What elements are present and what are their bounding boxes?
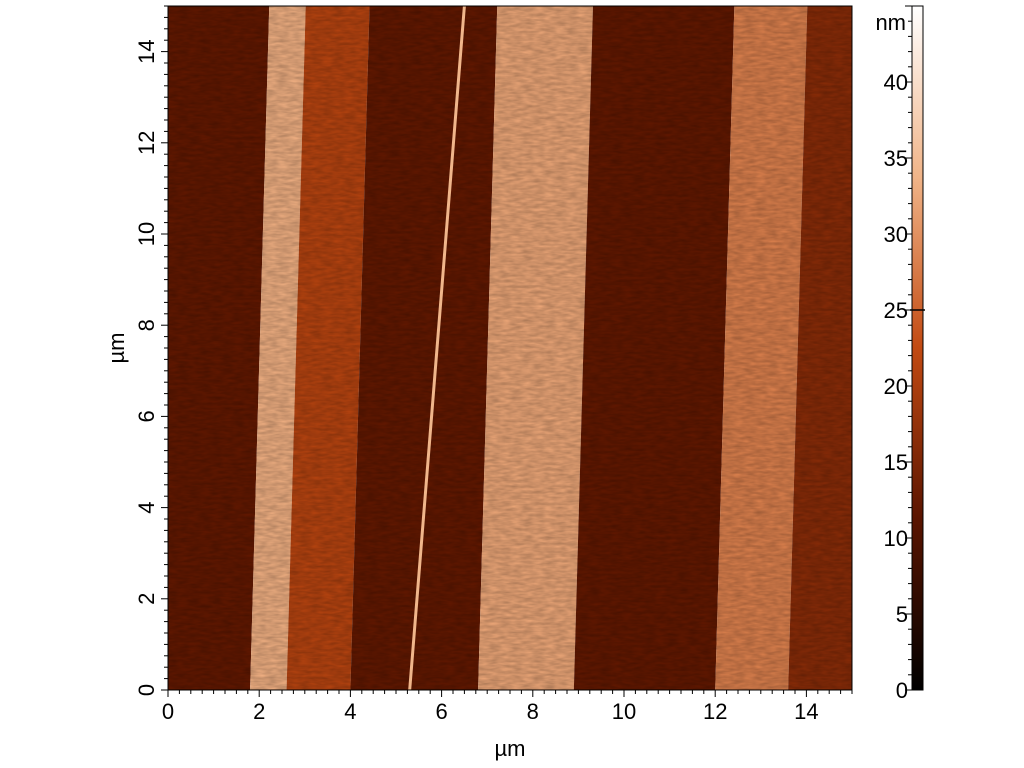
colorbar-tick-label: 40	[884, 70, 908, 95]
y-tick-label: 2	[134, 593, 159, 605]
y-tick-label: 8	[134, 319, 159, 331]
scratch-line	[408, 6, 466, 690]
colorbar-ticks: 0 5 10 15 20 25 30 35 40	[884, 5, 925, 703]
x-tick-label: 2	[253, 699, 265, 724]
colorbar-tick-label: 35	[884, 146, 908, 171]
colorbar-tick-label: 30	[884, 222, 908, 247]
x-axis-label: µm	[494, 736, 525, 761]
y-tick-label: 0	[134, 684, 159, 696]
y-axis: 0 2 4 6 8 10 12 14	[134, 5, 168, 696]
colorbar-tick-label: 0	[896, 678, 908, 703]
plot-area	[168, 6, 852, 690]
x-tick-label: 4	[344, 699, 356, 724]
y-axis-label: µm	[104, 332, 129, 363]
colorbar-tick-label: 5	[896, 602, 908, 627]
y-tick-label: 12	[134, 131, 159, 155]
colorbar-unit: nm	[875, 10, 906, 35]
y-tick-label: 4	[134, 501, 159, 513]
colorbar-tick-label: 10	[884, 526, 908, 551]
x-tick-label: 10	[612, 699, 636, 724]
colorbar: 0 5 10 15 20 25 30 35 40 nm	[875, 5, 925, 703]
x-axis: 0 2 4 6 8 10 12 14	[162, 690, 853, 724]
colorbar-tick-label: 20	[884, 374, 908, 399]
x-tick-label: 0	[162, 699, 174, 724]
y-tick-label: 14	[134, 39, 159, 63]
x-tick-label: 12	[703, 699, 727, 724]
colorbar-tick-label: 15	[884, 450, 908, 475]
x-tick-label: 8	[527, 699, 539, 724]
x-tick-label: 6	[435, 699, 447, 724]
x-tick-label: 14	[794, 699, 818, 724]
y-tick-label: 10	[134, 222, 159, 246]
colorbar-gradient	[911, 5, 924, 691]
surface-texture	[168, 6, 852, 690]
y-tick-label: 6	[134, 410, 159, 422]
colorbar-tick-label: 25	[884, 298, 908, 323]
